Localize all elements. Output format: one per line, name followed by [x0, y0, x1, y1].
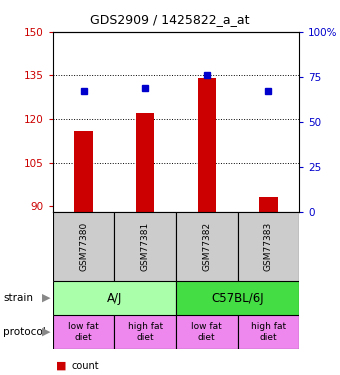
Text: GSM77381: GSM77381: [141, 222, 150, 271]
Bar: [198, 78, 216, 212]
Text: ▶: ▶: [42, 327, 50, 337]
Text: low fat
diet: low fat diet: [191, 322, 222, 342]
Text: C57BL/6J: C57BL/6J: [211, 292, 264, 304]
Text: ▶: ▶: [42, 293, 50, 303]
Text: count: count: [71, 361, 99, 370]
Bar: [74, 130, 93, 212]
Text: high fat
diet: high fat diet: [251, 322, 286, 342]
Text: GDS2909 / 1425822_a_at: GDS2909 / 1425822_a_at: [90, 13, 250, 26]
Bar: [114, 212, 176, 281]
Text: ■: ■: [56, 361, 67, 370]
Bar: [176, 212, 238, 281]
Text: A/J: A/J: [107, 292, 122, 304]
Bar: [259, 197, 278, 212]
Text: GSM77383: GSM77383: [264, 222, 273, 271]
Text: low fat
diet: low fat diet: [68, 322, 99, 342]
Bar: [136, 113, 154, 212]
Bar: [53, 212, 114, 281]
Bar: [238, 315, 299, 349]
Bar: [114, 315, 176, 349]
Text: strain: strain: [3, 293, 33, 303]
Bar: [176, 315, 238, 349]
Bar: [53, 315, 114, 349]
Bar: [53, 281, 176, 315]
Text: high fat
diet: high fat diet: [128, 322, 163, 342]
Text: GSM77382: GSM77382: [202, 222, 211, 271]
Text: GSM77380: GSM77380: [79, 222, 88, 271]
Text: protocol: protocol: [3, 327, 46, 337]
Bar: [238, 212, 299, 281]
Bar: [176, 281, 299, 315]
